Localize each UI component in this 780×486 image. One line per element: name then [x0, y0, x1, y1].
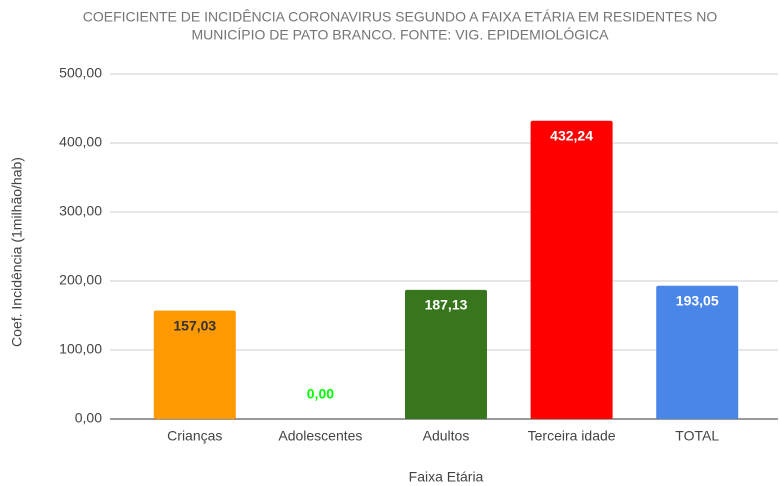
- value-label: 187,13: [425, 297, 468, 313]
- x-tick-label: Adolescentes: [278, 428, 362, 444]
- value-label: 0,00: [307, 386, 334, 402]
- y-tick-label: 0,00: [75, 410, 102, 426]
- y-axis-label: Coef. Incidência (1milhão/hab): [9, 157, 25, 347]
- chart-title: MUNICÍPIO DE PATO BRANCO. FONTE: VIG. EP…: [192, 27, 610, 43]
- y-tick-label: 200,00: [59, 272, 102, 288]
- x-tick-label: Terceira idade: [528, 428, 616, 444]
- bar: [530, 120, 613, 420]
- x-tick-label: Crianças: [167, 428, 222, 444]
- chart-title: COEFICIENTE DE INCIDÊNCIA CORONAVIRUS SE…: [83, 9, 718, 25]
- y-tick-label: 500,00: [59, 65, 102, 81]
- bar: [405, 289, 487, 419]
- y-tick-label: 400,00: [59, 134, 102, 150]
- bar: [153, 310, 236, 419]
- value-label: 157,03: [173, 317, 216, 333]
- x-tick-label: Adultos: [423, 428, 470, 444]
- y-tick-label: 300,00: [59, 203, 102, 219]
- y-tick-label: 100,00: [59, 341, 102, 357]
- x-tick-label: TOTAL: [675, 428, 719, 444]
- value-label: 193,05: [676, 292, 719, 308]
- x-axis-label: Faixa Etária: [409, 469, 484, 485]
- bar: [656, 285, 739, 419]
- value-label: 432,24: [550, 127, 593, 143]
